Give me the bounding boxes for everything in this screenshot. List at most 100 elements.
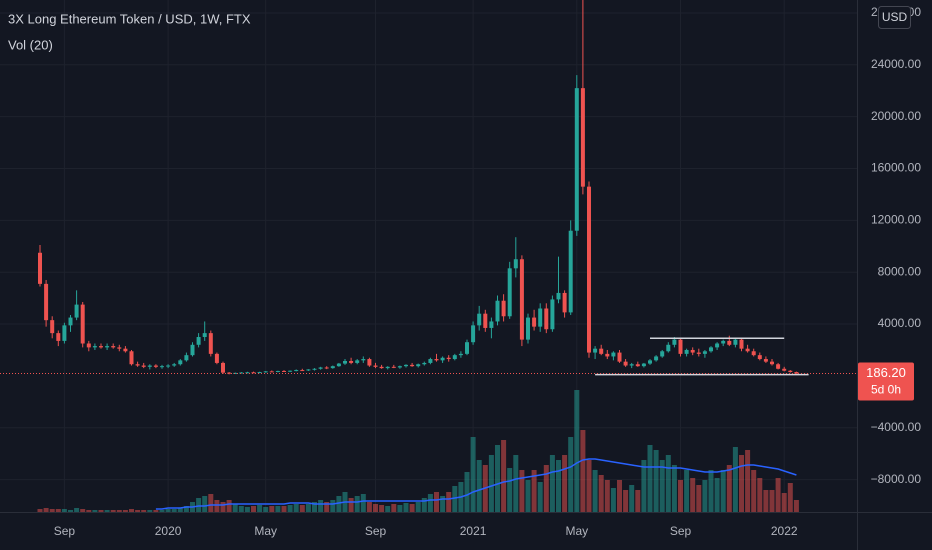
y-tick-label: 24000.00 (871, 57, 921, 71)
candle-body (489, 321, 494, 328)
volume-bar (55, 509, 61, 512)
candle-body (172, 364, 177, 366)
volume-bar (543, 465, 549, 512)
candle-body (239, 372, 244, 374)
volume-bar (74, 508, 80, 512)
volume-bar (659, 460, 665, 512)
candle-body (672, 339, 677, 345)
candle-body (623, 361, 628, 366)
volume-bar (165, 509, 171, 512)
y-tick-label: 20000.00 (871, 109, 921, 123)
y-tick-label: −8000.00 (871, 472, 922, 486)
volume-bar (226, 500, 232, 512)
volume-bar (80, 509, 86, 512)
candle-body (501, 300, 506, 317)
volume-bar (318, 500, 324, 512)
volume-bar (708, 470, 714, 512)
candle-body (196, 337, 201, 345)
volume-bar (354, 496, 360, 512)
candle-body (733, 339, 738, 345)
volume-bar (592, 470, 598, 512)
candle-body (702, 351, 707, 354)
candle-body (123, 348, 128, 352)
candle-body (538, 308, 543, 327)
candle-body (513, 259, 518, 269)
volume-bar (171, 509, 177, 512)
volume-bar (214, 500, 220, 512)
x-tick-label: 2020 (155, 524, 182, 538)
candle-body (263, 371, 268, 373)
volume-bar (135, 510, 141, 512)
volume-bar (562, 455, 568, 512)
candle-body (318, 367, 323, 369)
volume-bar (159, 510, 165, 512)
x-tick-label: May (254, 524, 277, 538)
candle-body (38, 252, 42, 284)
candle-body (160, 366, 164, 368)
volume-bar (702, 480, 708, 512)
candle-body (641, 363, 646, 367)
candle-body (117, 347, 122, 349)
candle-body (92, 346, 97, 348)
volume-bar (98, 510, 104, 512)
candle-body (361, 359, 366, 361)
volume-bar (183, 506, 189, 512)
candle-body (678, 339, 683, 354)
y-tick-label: 8000.00 (878, 264, 922, 278)
candle-body (99, 346, 103, 348)
candle-body (190, 344, 195, 356)
volume-bar (385, 506, 391, 512)
volume-bar (549, 455, 555, 512)
candle-body (56, 333, 61, 341)
candle-body (440, 357, 445, 361)
time-axis: Sep 2020 May Sep 2021 May Sep 2022 (54, 524, 798, 538)
volume-bar (671, 465, 677, 512)
candle-body (294, 370, 299, 372)
volume-bar (525, 480, 531, 512)
candle-body (282, 370, 286, 372)
candle-body (141, 365, 146, 367)
currency-label[interactable]: USD (882, 10, 908, 24)
volume-bar (122, 510, 128, 512)
y-tick-label: 12000.00 (871, 213, 921, 227)
volume-bar (757, 478, 763, 512)
volume-bar (604, 480, 610, 512)
volume-bar (653, 450, 659, 512)
price-pane (0, 0, 857, 376)
chart-title: 3X Long Ethereum Token / USD, 1W, FTX (8, 11, 251, 26)
volume-bar (556, 460, 561, 512)
volume-bar (787, 483, 793, 512)
volume-bar (110, 510, 116, 512)
volume-bar (610, 488, 616, 512)
volume-bar (440, 496, 446, 512)
candle-body (452, 355, 457, 360)
candle-body (477, 313, 482, 326)
candle-body (507, 268, 512, 317)
candle-body (336, 363, 341, 367)
volume-bar (409, 504, 415, 512)
candle-body (648, 360, 652, 364)
candle-body (221, 362, 225, 373)
currency-badge[interactable] (878, 6, 911, 29)
volume-ma-line (155, 458, 797, 510)
volume-bar (726, 465, 732, 512)
volume-bar (623, 490, 629, 512)
volume-bar (574, 390, 580, 512)
volume-bar (141, 510, 147, 512)
candle-body (391, 366, 396, 368)
volume-bar (446, 492, 452, 512)
y-tick-label: −4000.00 (871, 420, 922, 434)
volume-bar (513, 455, 519, 512)
volume-bar (68, 510, 73, 512)
volume-bar (238, 506, 244, 512)
candle-body (739, 339, 744, 349)
x-tick-label: 2022 (771, 524, 798, 538)
candle-body (300, 370, 305, 372)
candle-body (74, 304, 79, 318)
candle-body (690, 349, 695, 353)
volume-bar (684, 470, 690, 512)
volume-title: Vol (20) (8, 37, 53, 52)
volume-bar (312, 502, 317, 512)
candle-body (44, 283, 49, 321)
